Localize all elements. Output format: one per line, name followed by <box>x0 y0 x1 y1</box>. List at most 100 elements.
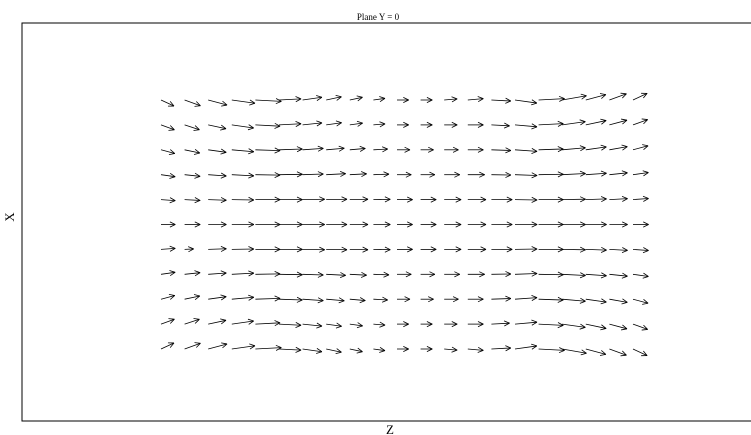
arrow-head <box>579 145 586 149</box>
arrow-head <box>601 146 607 151</box>
arrow-head <box>295 123 302 127</box>
arrow-head <box>384 224 391 228</box>
arrow-head <box>579 119 586 123</box>
arrow-shaft <box>585 94 606 101</box>
arrow-head <box>557 123 564 127</box>
arrow-head <box>220 294 227 298</box>
arrow-shaft <box>278 148 303 151</box>
arrow-head <box>557 274 564 278</box>
arrow-shaft <box>609 273 628 277</box>
vector-arrow <box>278 171 303 178</box>
arrow-head <box>405 174 412 178</box>
vector-arrow <box>373 121 386 128</box>
arrow-head <box>194 295 201 300</box>
vector-arrow <box>514 196 538 203</box>
vector-arrow <box>373 221 391 228</box>
vector-arrow <box>444 221 462 228</box>
arrow-head <box>247 127 254 131</box>
vector-arrow <box>491 271 512 278</box>
vector-arrow <box>160 173 176 179</box>
arrow-shaft <box>208 296 227 300</box>
arrow-head <box>621 195 628 200</box>
vector-arrow <box>585 298 607 305</box>
arrow-head <box>580 297 586 302</box>
vector-arrow <box>420 121 433 128</box>
vector-arrow <box>208 318 227 325</box>
arrow-head <box>379 98 386 103</box>
arrow-head <box>361 271 367 276</box>
vector-arrow <box>491 147 512 154</box>
vector-arrow <box>585 323 607 331</box>
arrow-head <box>600 301 607 305</box>
arrow-head <box>480 221 487 225</box>
vector-arrow <box>515 221 538 228</box>
arrow-head <box>169 271 176 276</box>
arrow-shaft <box>514 297 538 300</box>
arrow-head <box>248 196 255 201</box>
arrow-head <box>600 144 607 148</box>
arrow-head <box>620 354 627 357</box>
vector-arrow <box>609 195 628 202</box>
arrow-shaft <box>208 124 227 130</box>
arrow-head <box>601 120 607 125</box>
arrow-head <box>531 126 538 130</box>
arrow-head <box>426 321 433 325</box>
arrow-shaft <box>255 149 281 152</box>
vector-arrow <box>444 246 462 253</box>
arrow-head <box>248 175 255 179</box>
arrow-head <box>317 274 324 278</box>
arrow-head <box>643 198 649 202</box>
arrow-head <box>600 118 607 121</box>
vector-arrow <box>349 221 369 228</box>
arrow-head <box>221 104 228 107</box>
arrow-head <box>379 346 386 351</box>
arrow-head <box>426 121 433 126</box>
arrow-shaft <box>562 298 586 302</box>
arrow-shaft <box>231 124 254 129</box>
arrow-head <box>531 273 538 277</box>
arrow-shaft <box>184 174 201 177</box>
arrow-head <box>220 245 227 250</box>
vector-arrow <box>160 149 176 156</box>
arrow-head <box>274 150 281 154</box>
vector-arrow <box>255 270 281 277</box>
arrow-head <box>531 248 538 253</box>
vector-arrow <box>467 221 487 228</box>
arrow-head <box>477 346 484 351</box>
arrow-head <box>599 353 606 356</box>
vector-arrow <box>160 293 176 300</box>
arrow-head <box>477 124 484 128</box>
vector-arrow <box>302 297 324 304</box>
arrow-head <box>316 348 323 353</box>
arrow-head <box>384 196 391 200</box>
arrow-head <box>295 98 302 103</box>
arrow-shaft <box>609 323 628 330</box>
vector-arrow <box>514 343 538 350</box>
arrow-head <box>455 199 462 203</box>
arrow-head <box>405 273 412 278</box>
arrow-shaft <box>562 273 586 276</box>
vector-arrow <box>538 120 564 127</box>
arrow-head <box>621 301 628 305</box>
arrow-shaft <box>302 96 322 101</box>
vector-arrow <box>302 120 323 127</box>
vector-arrow <box>467 296 484 303</box>
vector-arrow <box>491 295 512 302</box>
vector-arrow <box>373 246 391 253</box>
arrow-shaft <box>585 172 607 176</box>
arrow-shaft <box>632 93 648 101</box>
arrow-head <box>362 249 369 253</box>
vector-arrow <box>491 246 513 253</box>
vector-arrow <box>326 272 346 279</box>
arrow-head <box>316 325 323 329</box>
vector-arrow <box>562 297 586 304</box>
arrow-head <box>452 296 459 300</box>
arrow-head <box>357 322 363 327</box>
arrow-shaft <box>562 173 586 176</box>
arrow-head <box>429 174 436 178</box>
arrow-head <box>580 272 586 276</box>
arrow-head <box>335 94 342 98</box>
vector-arrow <box>562 348 587 356</box>
arrow-head <box>361 173 367 178</box>
arrow-head <box>622 221 628 225</box>
